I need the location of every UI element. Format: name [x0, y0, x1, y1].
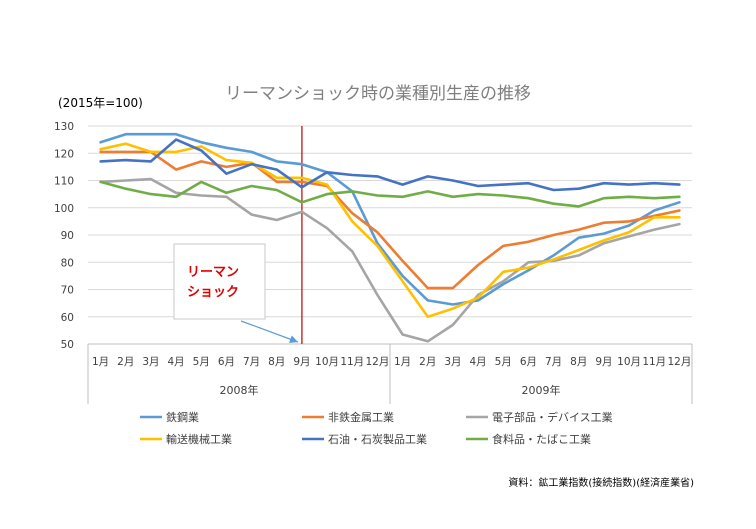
x-tick-label: 9月	[293, 356, 310, 368]
y-tick-label: 80	[61, 257, 74, 269]
x-tick-label: 7月	[545, 356, 562, 368]
x-tick-label: 11月	[642, 356, 666, 368]
y-tick-label: 60	[61, 312, 74, 324]
x-tick-label: 4月	[469, 356, 486, 368]
x-tick-label: 2月	[117, 356, 134, 368]
x-tick-label: 10月	[617, 356, 641, 368]
y-tick-label: 70	[61, 285, 74, 297]
legend-label: 石油・石炭製品工業	[328, 432, 427, 446]
x-tick-label: 5月	[193, 356, 210, 368]
series-line	[99, 132, 681, 306]
x-tick-label: 7月	[243, 356, 260, 368]
unit-label: (2015年=100)	[58, 96, 143, 110]
series-lines	[99, 132, 681, 343]
series-line	[99, 177, 681, 343]
x-tick-label: 6月	[520, 356, 537, 368]
series-line	[99, 138, 681, 192]
chart-title: リーマンショック時の業種別生産の推移	[225, 84, 531, 104]
series-line	[99, 150, 681, 290]
callout-arrowhead	[289, 335, 298, 343]
callout-line-1: リーマン	[187, 265, 239, 280]
x-tick-label: 11月	[340, 356, 364, 368]
callout-line-2: ショック	[187, 285, 239, 300]
y-axis-ticks: 50 60 70 80 90 100 110 120 130	[54, 121, 74, 351]
y-tick-label: 130	[54, 121, 74, 133]
y-tick-label: 50	[61, 339, 74, 351]
y-tick-label: 100	[54, 203, 74, 215]
year-label: 2009年	[522, 383, 561, 397]
x-tick-label: 8月	[570, 356, 587, 368]
x-tick-label: 8月	[268, 356, 285, 368]
legend-label: 鉄鋼業	[166, 410, 199, 424]
source-note: 資料：鉱工業指数(接続指数)(経済産業省)	[508, 476, 694, 489]
x-tick-label: 3月	[444, 356, 461, 368]
x-tick-label: 3月	[142, 356, 159, 368]
legend-label: 電子部品・デバイス工業	[492, 410, 613, 424]
x-tick-label: 10月	[315, 356, 339, 368]
x-tick-label: 12月	[667, 356, 691, 368]
y-tick-label: 90	[61, 230, 74, 242]
x-tick-label: 1月	[394, 356, 411, 368]
y-tick-label: 120	[54, 148, 74, 160]
x-tick-label: 1月	[92, 356, 109, 368]
year-label: 2008年	[220, 383, 259, 397]
x-tick-label: 9月	[595, 356, 612, 368]
x-tick-label: 2月	[419, 356, 436, 368]
callout-arrow	[240, 320, 299, 343]
callout: リーマン ショック	[173, 243, 299, 343]
legend-label: 食料品・たばこ工業	[492, 432, 591, 446]
y-tick-label: 110	[54, 176, 74, 188]
legend-label: 輸送機械工業	[166, 432, 232, 446]
callout-box	[173, 243, 266, 320]
x-axis: 1月 2月 3月 4月 5月 6月 7月 8月 9月 10月 11月 12月 1月 2月 3月 4月 5月 6月 7…	[87, 343, 693, 404]
x-tick-label: 4月	[167, 356, 184, 368]
legend-label: 非鉄金属工業	[328, 410, 394, 424]
x-tick-label: 5月	[495, 356, 512, 368]
x-tick-label: 12月	[365, 356, 389, 368]
x-tick-label: 6月	[218, 356, 235, 368]
series-line	[99, 180, 681, 208]
